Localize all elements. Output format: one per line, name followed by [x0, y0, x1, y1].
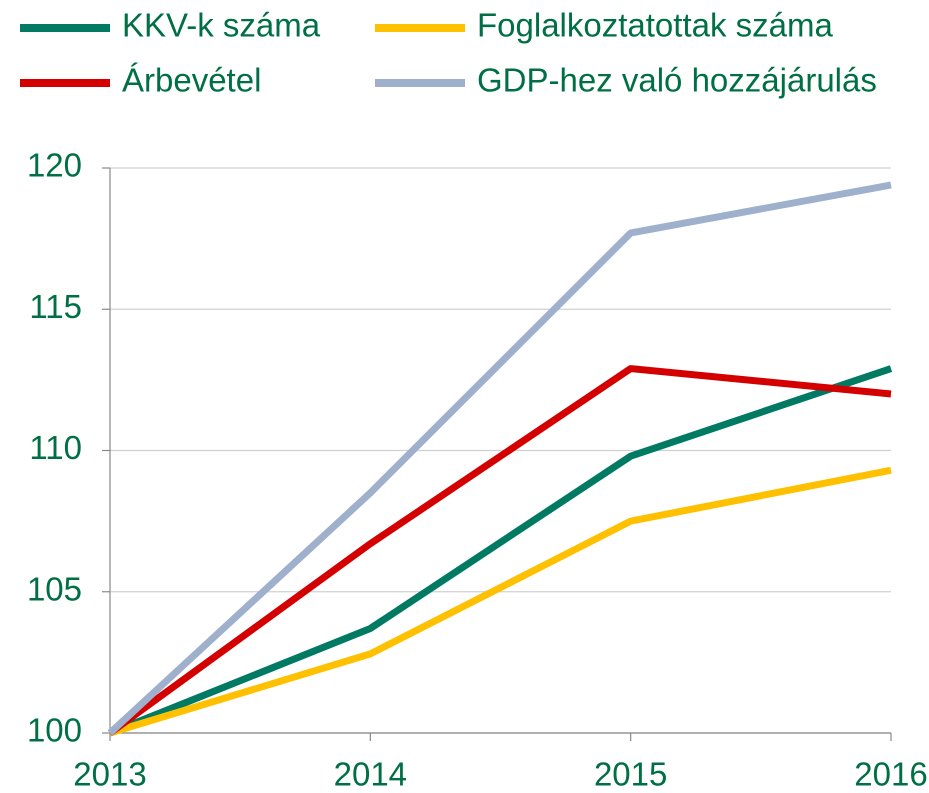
series-line — [108, 365, 893, 737]
y-tick-label: 115 — [29, 288, 82, 325]
legend-label: Foglalkoztatottak száma — [477, 7, 833, 44]
x-tick-label: 2016 — [854, 756, 927, 793]
series-line — [107, 181, 892, 736]
x-tick-label: 2015 — [594, 756, 667, 793]
series-line — [108, 466, 892, 737]
series-line — [107, 365, 892, 736]
legend-label: GDP-hez való hozzájárulás — [477, 62, 877, 99]
y-tick-label: 110 — [29, 429, 82, 466]
legend-label: Árbevétel — [122, 62, 261, 99]
x-tick-label: 2013 — [73, 756, 146, 793]
y-tick-label: 100 — [27, 712, 82, 749]
x-tick-label: 2014 — [334, 756, 407, 793]
legend-label: KKV-k száma — [122, 7, 321, 44]
y-tick-label: 120 — [27, 147, 82, 184]
y-tick-label: 105 — [27, 570, 82, 607]
